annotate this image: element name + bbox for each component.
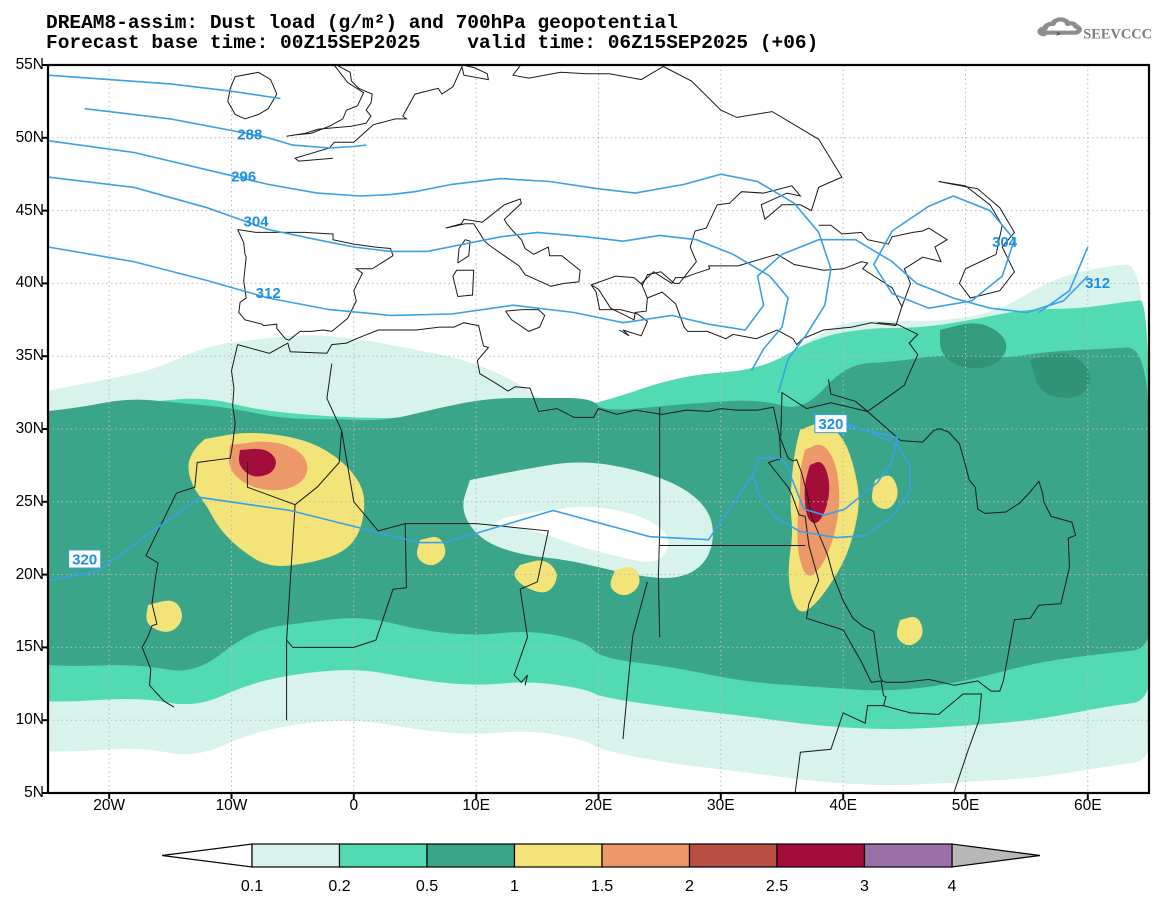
svg-text:304: 304 bbox=[992, 234, 1018, 251]
svg-text:312: 312 bbox=[256, 285, 281, 302]
svg-text:0.5: 0.5 bbox=[416, 878, 438, 895]
svg-text:0.2: 0.2 bbox=[328, 878, 350, 895]
svg-text:3: 3 bbox=[860, 878, 869, 895]
svg-text:1.5: 1.5 bbox=[591, 878, 613, 895]
svg-text:2: 2 bbox=[685, 878, 694, 895]
svg-text:312: 312 bbox=[1085, 275, 1110, 292]
svg-text:296: 296 bbox=[231, 169, 256, 186]
svg-text:0.1: 0.1 bbox=[241, 878, 263, 895]
svg-text:320: 320 bbox=[818, 416, 843, 433]
svg-text:2.5: 2.5 bbox=[766, 878, 788, 895]
svg-text:304: 304 bbox=[243, 214, 269, 231]
svg-text:288: 288 bbox=[237, 126, 262, 143]
svg-text:1: 1 bbox=[510, 878, 519, 895]
svg-text:320: 320 bbox=[72, 552, 97, 569]
svg-text:4: 4 bbox=[948, 878, 957, 895]
